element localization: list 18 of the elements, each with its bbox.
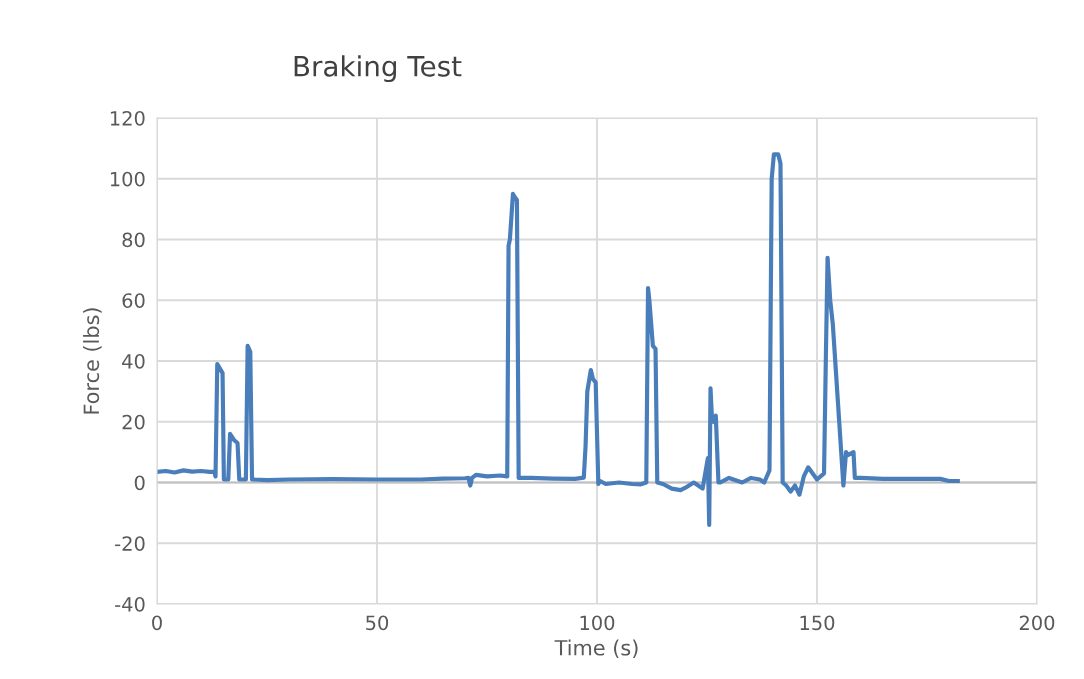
y-axis-title: Force (lbs) <box>83 308 102 414</box>
x-tick-label: 50 <box>366 615 389 631</box>
y-tick-label: 100 <box>110 171 145 187</box>
y-tick-label: -20 <box>115 536 145 551</box>
x-tick-label: 150 <box>800 615 835 631</box>
x-tick-label: 100 <box>580 615 615 631</box>
y-tick-label: 80 <box>122 232 145 248</box>
y-tick-label: 40 <box>122 353 145 369</box>
y-tick-label: -40 <box>115 596 145 612</box>
chart-title: Braking Test <box>294 55 462 83</box>
y-tick-label: 20 <box>122 414 145 430</box>
line-series <box>157 152 960 528</box>
x-axis-title: Time (s) <box>554 639 638 659</box>
y-tick-label: 60 <box>122 293 145 308</box>
x-tick-label: 200 <box>1019 615 1055 631</box>
x-tick-label: 0 <box>152 615 162 631</box>
y-tick-label: 120 <box>110 110 145 126</box>
y-tick-label: 0 <box>134 475 145 491</box>
